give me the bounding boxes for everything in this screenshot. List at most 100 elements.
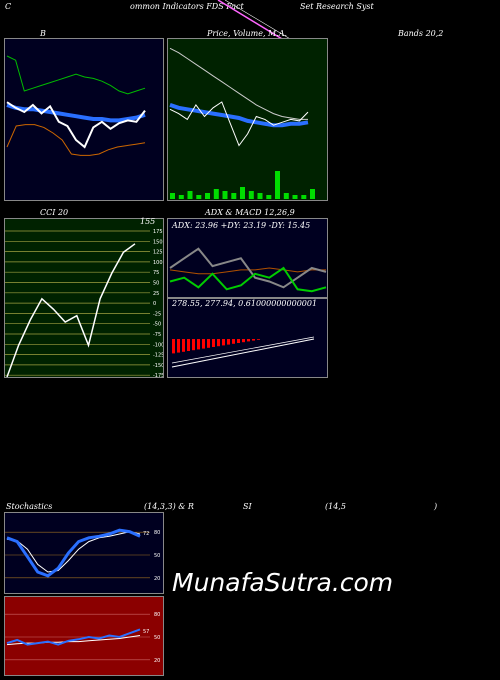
rsi-chart: 80 50 20 57 — [5, 612, 160, 664]
volume-bar — [301, 195, 307, 199]
cci-tick-label: -125 — [153, 353, 164, 359]
watermark: MunafaSutra.com — [172, 568, 394, 597]
stoch-d-line — [6, 531, 141, 573]
price-title: Price, Volume, M.A. — [207, 29, 288, 38]
stoch-params: (14,3,3) & R — [144, 502, 194, 511]
macd-histogram-bar — [202, 339, 205, 349]
volume-bar — [310, 189, 315, 199]
price-close-line — [169, 101, 309, 147]
stoch-tick-label: 50 — [154, 553, 160, 559]
minus-di-line — [169, 266, 327, 293]
cci-tick-label: 100 — [153, 260, 163, 266]
bollinger-close-line — [6, 101, 146, 149]
rsi-panel: 80 50 20 57 — [4, 596, 164, 676]
adx-line — [169, 267, 326, 275]
header-c: Set Research Syst — [300, 2, 374, 11]
cci-line — [6, 243, 136, 377]
macd-histogram-bar — [207, 339, 210, 348]
stoch-panel: 80 50 20 72 — [4, 512, 164, 594]
stoch-chart: 80 50 20 72 — [5, 528, 160, 582]
macd-histogram-bar — [177, 339, 180, 353]
rsi-tick-label: 50 — [154, 635, 160, 641]
header-a: C — [5, 2, 12, 11]
macd-histogram-bar — [217, 339, 220, 347]
macd-histogram-bar — [182, 339, 185, 352]
macd-line — [171, 338, 315, 368]
bollinger-middle-band — [6, 103, 146, 123]
bollinger-title: B — [40, 29, 46, 38]
rsi-params: (14,5 — [325, 502, 346, 511]
cci-tick-label: 75 — [153, 270, 159, 276]
volume-bar — [196, 195, 202, 199]
macd-signal-line — [171, 336, 315, 364]
macd-chart — [171, 336, 315, 368]
volume-bar — [257, 193, 263, 199]
macd-histogram-bar — [187, 339, 190, 351]
cci-tick-label: 25 — [153, 291, 159, 297]
macd-histogram-bar — [227, 339, 230, 345]
bands-title: Bands 20,2 — [398, 29, 444, 38]
stoch-tick-label: 20 — [154, 576, 160, 582]
rsi-tick-label: 80 — [154, 612, 160, 618]
price-panel — [167, 38, 328, 201]
cci-tick-label: -50 — [153, 322, 161, 328]
volume-bar — [222, 191, 228, 199]
cci-tick-label: -175 — [153, 373, 164, 378]
header-b: ommon Indicators FDS Fact — [130, 2, 244, 11]
volume-bar — [231, 193, 237, 199]
macd-histogram-bar — [257, 339, 260, 340]
volume-bar — [213, 189, 219, 199]
macd-histogram-bar — [197, 339, 200, 350]
adx-panel — [167, 218, 328, 298]
volume-bar — [205, 193, 210, 199]
price-chart — [169, 47, 315, 199]
stoch-tick-label: 80 — [154, 530, 160, 536]
macd-histogram-bar — [212, 339, 215, 347]
bollinger-lower-band — [6, 124, 146, 156]
price-ma-short — [169, 103, 309, 128]
cci-tick-label: 150 — [153, 239, 163, 245]
stoch-k-line — [6, 528, 141, 578]
price-ma-long — [169, 47, 308, 120]
macd-histogram-bar — [222, 339, 225, 346]
macd-values: 278.55, 277.94, 0.61000000000001 — [172, 299, 318, 308]
adx-values: ADX: 23.96 +DY: 23.19 -DY: 15.45 — [172, 221, 311, 230]
macd-histogram-bar — [237, 339, 240, 343]
cci-chart: 175 150 125 100 75 50 25 0 -25 -50 -75 -100 -125 -150… — [5, 229, 164, 378]
macd-histogram-bar — [242, 339, 245, 343]
volume-bar — [266, 195, 272, 199]
cci-tick-label: -75 — [153, 332, 161, 338]
macd-histogram-bar — [247, 339, 250, 342]
cci-title: CCI 20 — [40, 208, 69, 217]
volume-bar — [187, 191, 193, 199]
rsi-tick-label: 20 — [154, 658, 160, 664]
cci-tick-label: 175 — [153, 229, 163, 235]
plus-di-line — [169, 247, 327, 289]
bollinger-panel — [4, 38, 164, 201]
macd-histogram-bar — [172, 339, 175, 354]
rsi-value-label: 57 — [143, 629, 149, 635]
volume-bar — [275, 171, 280, 199]
rsi-paren: ) — [434, 502, 438, 511]
cci-tick-label: -150 — [153, 363, 164, 369]
adx-macd-title: ADX & MACD 12,26,9 — [205, 208, 295, 217]
stoch-value-label: 72 — [143, 531, 149, 537]
volume-bar — [240, 187, 245, 199]
macd-panel — [167, 298, 328, 378]
cci-value: 155 — [140, 217, 156, 226]
volume-bar — [170, 193, 175, 199]
cci-tick-label: -100 — [153, 342, 164, 348]
cci-tick-label: 0 — [153, 301, 156, 307]
macd-histogram-bar — [232, 339, 235, 344]
rsi-reference-line — [6, 635, 141, 646]
macd-histogram-bar — [252, 339, 255, 341]
volume-bar — [292, 195, 298, 199]
macd-histogram-bar — [192, 339, 195, 351]
cci-tick-label: 50 — [153, 281, 159, 287]
cci-tick-label: 125 — [153, 250, 163, 256]
stoch-title: Stochastics — [6, 502, 53, 511]
adx-chart — [169, 247, 327, 293]
bollinger-upper-band — [6, 55, 146, 95]
volume-bar — [178, 195, 184, 199]
rsi-line — [6, 628, 141, 646]
